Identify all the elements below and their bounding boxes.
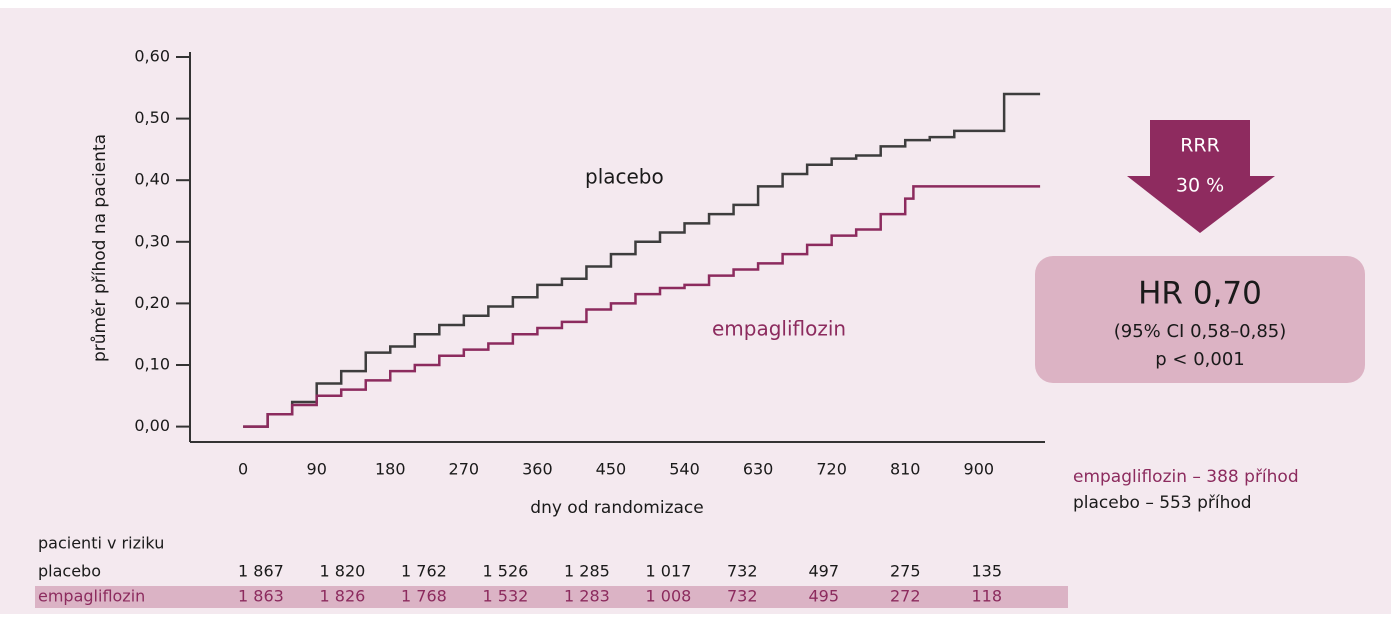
risk-value: 272 — [890, 587, 921, 606]
y-tick-label: 0,50 — [134, 108, 170, 127]
risk-value: 1 762 — [401, 562, 447, 581]
risk-value: 1 008 — [646, 587, 692, 606]
y-tick-label: 0,30 — [134, 231, 170, 250]
hr-p: p < 0,001 — [1155, 349, 1244, 370]
x-tick-label: 720 — [816, 460, 847, 479]
risk-value: 732 — [727, 562, 758, 581]
y-tick-label: 0,20 — [134, 293, 170, 312]
risk-value: 497 — [809, 562, 840, 581]
risk-value: 1 526 — [483, 562, 529, 581]
events-placebo: placebo – 553 příhod — [1073, 493, 1252, 513]
events-empagliflozin: empagliflozin – 388 příhod — [1073, 467, 1299, 487]
x-tick-label: 270 — [449, 460, 480, 479]
x-tick-label: 810 — [890, 460, 921, 479]
risk-value: 1 532 — [483, 587, 529, 606]
y-tick-label: 0,40 — [134, 170, 170, 189]
risk-value: 275 — [890, 562, 921, 581]
risk-value: 1 863 — [238, 587, 284, 606]
empagliflozin-annotation: empagliflozin — [712, 317, 846, 341]
risk-value: 1 285 — [564, 562, 610, 581]
hr-ci: (95% CI 0,58–0,85) — [1114, 321, 1287, 342]
hr-box — [1035, 256, 1365, 383]
y-axis-label: průměr příhod na pacienta — [90, 134, 110, 362]
risk-value: 1 017 — [646, 562, 692, 581]
series-line — [243, 185, 1041, 428]
hr-value: HR 0,70 — [1138, 276, 1262, 312]
risk-value: 1 283 — [564, 587, 610, 606]
x-axis-label: dny od randomizace — [530, 498, 703, 518]
rrr-value: 30 % — [1176, 175, 1224, 197]
risk-value: 135 — [972, 562, 1003, 581]
y-tick-label: 0,00 — [134, 416, 170, 435]
y-tick-label: 0,60 — [134, 47, 170, 66]
rrr-arrow — [1127, 120, 1275, 233]
y-tick-label: 0,10 — [134, 355, 170, 374]
x-tick-label: 630 — [743, 460, 774, 479]
risk-value: 495 — [809, 587, 840, 606]
rrr-label: RRR — [1180, 135, 1220, 157]
risk-value: 118 — [972, 587, 1003, 606]
risk-row-highlight — [35, 586, 1068, 608]
risk-row-label: empagliflozin — [38, 587, 145, 606]
risk-value: 1 867 — [238, 562, 284, 581]
risk-row-label: placebo — [38, 562, 101, 581]
risk-value: 732 — [727, 587, 758, 606]
x-tick-label: 360 — [522, 460, 553, 479]
placebo-annotation: placebo — [585, 165, 664, 189]
x-tick-label: 900 — [964, 460, 995, 479]
x-tick-label: 0 — [238, 460, 248, 479]
x-tick-label: 540 — [669, 460, 700, 479]
risk-value: 1 768 — [401, 587, 447, 606]
at-risk-title: pacienti v riziku — [38, 534, 164, 553]
x-tick-label: 450 — [596, 460, 627, 479]
x-tick-label: 180 — [375, 460, 406, 479]
risk-value: 1 820 — [320, 562, 366, 581]
series-line — [243, 92, 1041, 428]
risk-value: 1 826 — [320, 587, 366, 606]
x-tick-label: 90 — [307, 460, 327, 479]
